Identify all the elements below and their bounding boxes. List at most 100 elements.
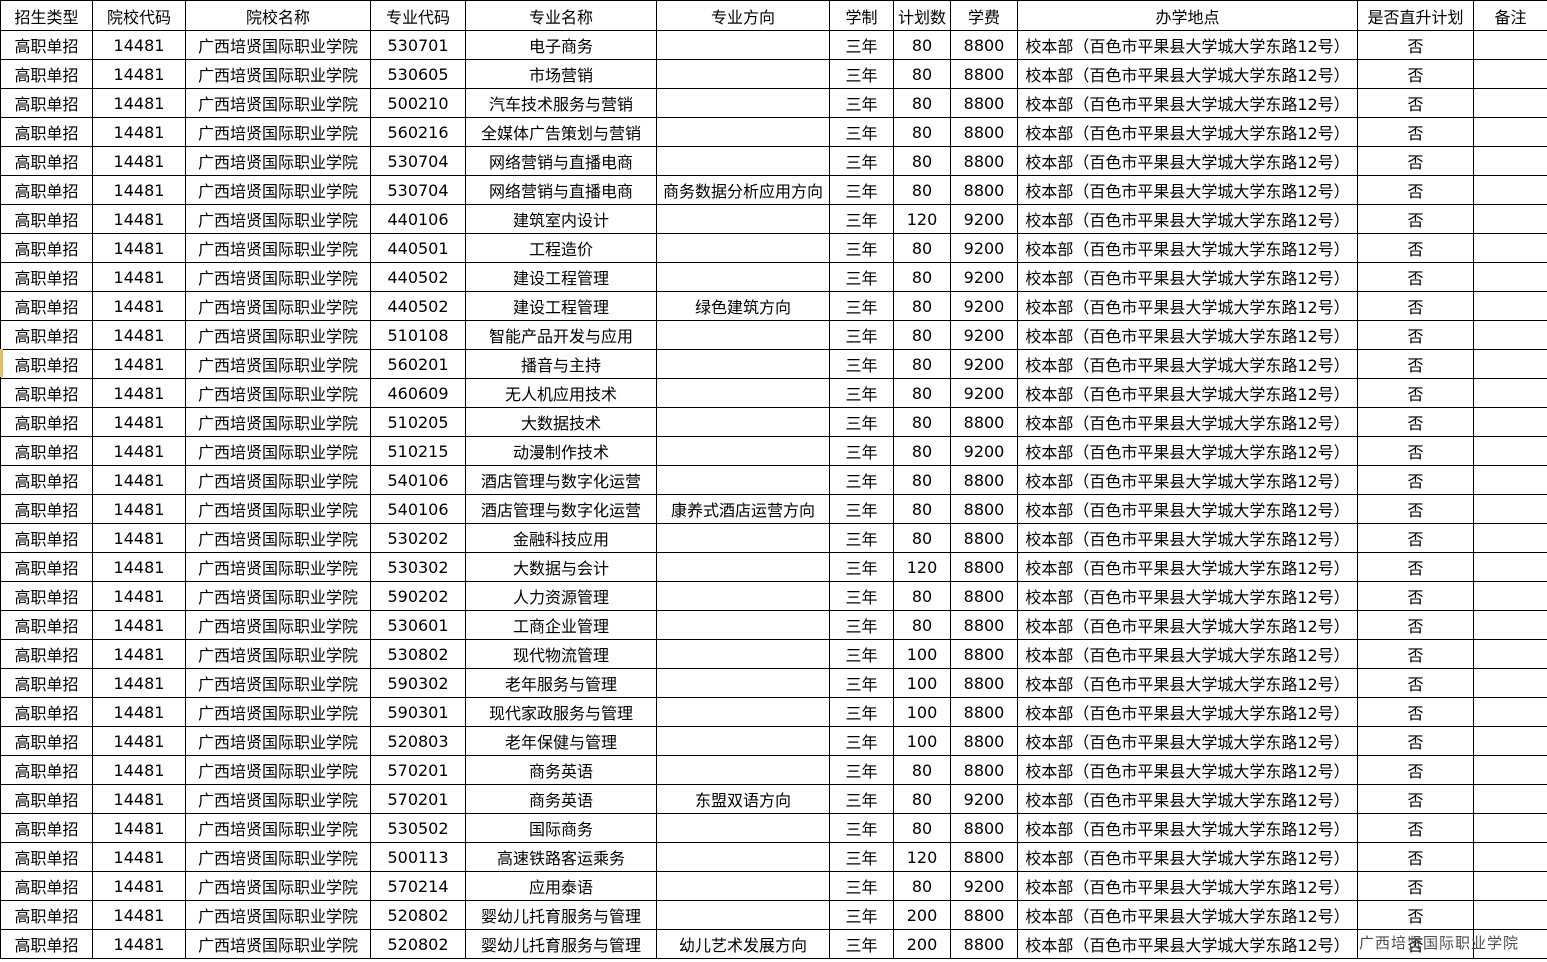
cell-college-name: 广西培贤国际职业学院	[185, 146, 371, 176]
cell-college-name: 广西培贤国际职业学院	[185, 842, 371, 872]
cell-plan-count: 80	[893, 291, 951, 321]
cell-tuition: 8800	[950, 59, 1018, 89]
cell-tuition: 9200	[950, 784, 1018, 814]
cell-major-name: 大数据技术	[465, 407, 657, 437]
cell-college-code: 14481	[92, 581, 186, 611]
cell-major-code: 530302	[370, 552, 466, 582]
cell-direct-promotion: 否	[1357, 320, 1474, 350]
cell-remark	[1473, 755, 1547, 785]
cell-duration: 三年	[829, 581, 894, 611]
table-row: 高职单招 14481 广西培贤国际职业学院 510205 大数据技术 三年 80 8800 校本…	[0, 407, 1547, 437]
cell-tuition: 9200	[950, 262, 1018, 292]
cell-plan-count: 80	[893, 407, 951, 437]
cell-college-code: 14481	[92, 813, 186, 843]
cell-major-code: 530601	[370, 610, 466, 640]
cell-major-direction: 商务数据分析应用方向	[656, 175, 830, 205]
cell-duration: 三年	[829, 871, 894, 901]
cell-duration: 三年	[829, 494, 894, 524]
cell-duration: 三年	[829, 262, 894, 292]
cell-major-name: 酒店管理与数字化运营	[465, 465, 657, 495]
cell-admission-type: 高职单招	[0, 175, 93, 205]
cell-major-direction	[656, 117, 830, 147]
cell-major-name: 汽车技术服务与营销	[465, 88, 657, 118]
cell-college-name: 广西培贤国际职业学院	[185, 668, 371, 698]
cell-admission-type: 高职单招	[0, 146, 93, 176]
cell-plan-count: 80	[893, 30, 951, 60]
cell-remark	[1473, 523, 1547, 553]
cell-college-name: 广西培贤国际职业学院	[185, 59, 371, 89]
cell-tuition: 9200	[950, 233, 1018, 263]
cell-direct-promotion: 否	[1357, 59, 1474, 89]
cell-college-name: 广西培贤国际职业学院	[185, 900, 371, 930]
cell-location: 校本部（百色市平果县大学城大学东路12号）	[1017, 552, 1358, 582]
header-plan-count: 计划数	[893, 0, 951, 31]
cell-plan-count: 120	[893, 552, 951, 582]
cell-major-name: 老年服务与管理	[465, 668, 657, 698]
cell-admission-type: 高职单招	[0, 349, 93, 379]
header-major-code: 专业代码	[370, 0, 466, 31]
cell-location: 校本部（百色市平果县大学城大学东路12号）	[1017, 755, 1358, 785]
table-row: 高职单招 14481 广西培贤国际职业学院 440502 建设工程管理 绿色建筑方向 三年 8…	[0, 291, 1547, 321]
cell-duration: 三年	[829, 900, 894, 930]
cell-admission-type: 高职单招	[0, 407, 93, 437]
cell-duration: 三年	[829, 204, 894, 234]
cell-remark	[1473, 378, 1547, 408]
cell-college-name: 广西培贤国际职业学院	[185, 929, 371, 959]
cell-plan-count: 80	[893, 755, 951, 785]
cell-major-code: 530704	[370, 146, 466, 176]
cell-plan-count: 120	[893, 842, 951, 872]
cell-plan-count: 200	[893, 929, 951, 959]
cell-remark	[1473, 639, 1547, 669]
cell-location: 校本部（百色市平果县大学城大学东路12号）	[1017, 784, 1358, 814]
cell-tuition: 8800	[950, 523, 1018, 553]
cell-direct-promotion: 否	[1357, 30, 1474, 60]
header-row: 招生类型 院校代码 院校名称 专业代码 专业名称 专业方向 学制 计划数 学费 …	[0, 0, 1547, 31]
cell-major-code: 440106	[370, 204, 466, 234]
cell-tuition: 8800	[950, 929, 1018, 959]
cell-tuition: 8800	[950, 494, 1018, 524]
cell-location: 校本部（百色市平果县大学城大学东路12号）	[1017, 88, 1358, 118]
cell-tuition: 8800	[950, 465, 1018, 495]
cell-remark	[1473, 842, 1547, 872]
cell-admission-type: 高职单招	[0, 320, 93, 350]
cell-duration: 三年	[829, 117, 894, 147]
cell-major-direction	[656, 900, 830, 930]
cell-college-name: 广西培贤国际职业学院	[185, 320, 371, 350]
cell-location: 校本部（百色市平果县大学城大学东路12号）	[1017, 668, 1358, 698]
cell-remark	[1473, 320, 1547, 350]
cell-remark	[1473, 262, 1547, 292]
table-row: 高职单招 14481 广西培贤国际职业学院 570214 应用泰语 三年 80 9200 校本部…	[0, 871, 1547, 901]
cell-duration: 三年	[829, 30, 894, 60]
cell-direct-promotion: 否	[1357, 523, 1474, 553]
header-location: 办学地点	[1017, 0, 1358, 31]
cell-remark	[1473, 465, 1547, 495]
cell-location: 校本部（百色市平果县大学城大学东路12号）	[1017, 30, 1358, 60]
cell-location: 校本部（百色市平果县大学城大学东路12号）	[1017, 581, 1358, 611]
cell-tuition: 9200	[950, 871, 1018, 901]
cell-major-direction	[656, 407, 830, 437]
cell-tuition: 8800	[950, 552, 1018, 582]
cell-admission-type: 高职单招	[0, 378, 93, 408]
cell-duration: 三年	[829, 726, 894, 756]
table-row: 高职单招 14481 广西培贤国际职业学院 590302 老年服务与管理 三年 100 880…	[0, 668, 1547, 698]
cell-duration: 三年	[829, 320, 894, 350]
cell-location: 校本部（百色市平果县大学城大学东路12号）	[1017, 639, 1358, 669]
table-row: 高职单招 14481 广西培贤国际职业学院 520802 婴幼儿托育服务与管理 三年 200…	[0, 900, 1547, 930]
cell-location: 校本部（百色市平果县大学城大学东路12号）	[1017, 494, 1358, 524]
cell-major-code: 530202	[370, 523, 466, 553]
cell-duration: 三年	[829, 233, 894, 263]
cell-admission-type: 高职单招	[0, 204, 93, 234]
table-row: 高职单招 14481 广西培贤国际职业学院 530502 国际商务 三年 80 8800 校本部…	[0, 813, 1547, 843]
cell-remark	[1473, 494, 1547, 524]
cell-tuition: 9200	[950, 436, 1018, 466]
cell-location: 校本部（百色市平果县大学城大学东路12号）	[1017, 320, 1358, 350]
cell-college-code: 14481	[92, 378, 186, 408]
cell-admission-type: 高职单招	[0, 639, 93, 669]
cell-duration: 三年	[829, 146, 894, 176]
table-row: 高职单招 14481 广西培贤国际职业学院 520803 老年保健与管理 三年 100 880…	[0, 726, 1547, 756]
cell-major-name: 商务英语	[465, 755, 657, 785]
cell-college-name: 广西培贤国际职业学院	[185, 30, 371, 60]
cell-major-code: 460609	[370, 378, 466, 408]
cell-remark	[1473, 59, 1547, 89]
cell-college-name: 广西培贤国际职业学院	[185, 523, 371, 553]
